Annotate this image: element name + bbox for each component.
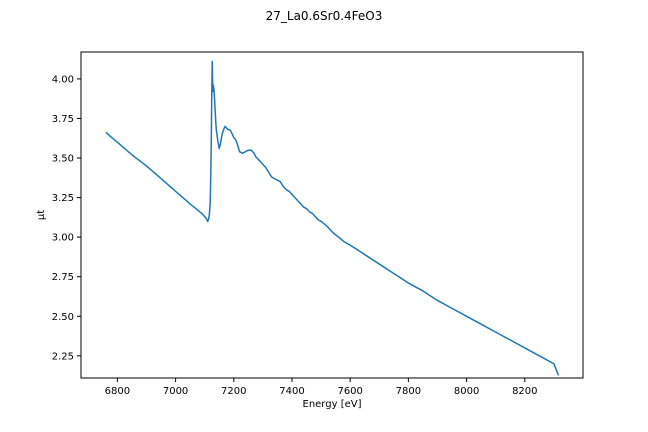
- x-axis: 6800 7000 7200 7400 7600 7800 8000 8200: [105, 378, 538, 397]
- series-line: [105, 60, 560, 376]
- x-tick-label: 7000: [163, 386, 188, 397]
- y-tick-label: 3.50: [52, 154, 74, 165]
- y-tick-label: 3.75: [52, 114, 74, 125]
- x-tick-label: 8200: [512, 386, 537, 397]
- y-axis-label: μt: [36, 210, 47, 220]
- x-tick-label: 8000: [454, 386, 479, 397]
- x-tick-label: 6800: [105, 386, 130, 397]
- plot-frame: [80, 51, 584, 379]
- y-tick-label: 2.25: [52, 351, 74, 362]
- y-tick-label: 4.00: [52, 74, 74, 85]
- x-tick-label: 7400: [279, 386, 304, 397]
- chart-title: 27_La0.6Sr0.4FeO3: [266, 9, 383, 23]
- x-tick-label: 7600: [337, 386, 362, 397]
- x-tick-label: 7800: [396, 386, 421, 397]
- y-tick-label: 2.75: [52, 272, 74, 283]
- x-axis-label: Energy [eV]: [303, 399, 362, 410]
- y-tick-label: 3.00: [52, 233, 74, 244]
- y-tick-label: 3.25: [52, 193, 74, 204]
- y-axis: 2.25 2.50 2.75 3.00 3.25 3.50 3.75 4.00: [52, 74, 81, 362]
- x-tick-label: 7200: [221, 386, 246, 397]
- y-tick-label: 2.50: [52, 312, 74, 323]
